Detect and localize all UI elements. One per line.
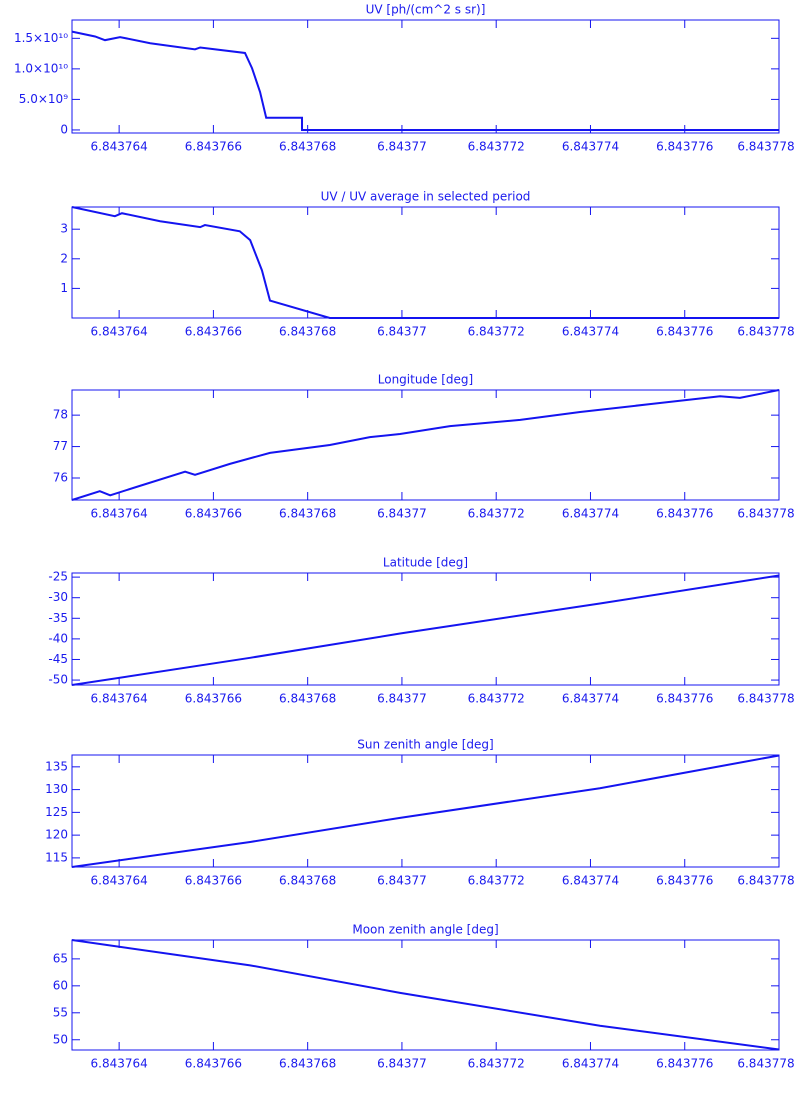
panel-title: Latitude [deg] xyxy=(383,556,468,570)
x-tick-label: 6.843766 xyxy=(185,1057,242,1071)
x-tick-label: 6.843778 xyxy=(737,507,794,521)
y-tick-label: 120 xyxy=(45,828,68,842)
x-tick-label: 6.84377 xyxy=(377,507,427,521)
x-tick-label: 6.84377 xyxy=(377,874,427,888)
y-tick-label: -25 xyxy=(48,570,68,584)
x-tick-label: 6.843772 xyxy=(468,325,525,339)
y-tick-label: 76 xyxy=(53,471,68,485)
y-tick-label: 60 xyxy=(53,978,68,992)
plot-frame xyxy=(71,389,780,501)
x-tick-label: 6.84377 xyxy=(377,1057,427,1071)
x-tick-label: 6.843774 xyxy=(562,874,619,888)
data-line xyxy=(71,30,779,131)
x-tick-label: 6.843776 xyxy=(656,874,713,888)
panel-title: Longitude [deg] xyxy=(378,373,473,387)
x-tick-label: 6.843768 xyxy=(279,692,336,706)
x-tick-label: 6.843778 xyxy=(737,1057,794,1071)
data-line xyxy=(71,206,779,319)
data-line xyxy=(71,574,780,686)
x-tick-label: 6.843768 xyxy=(279,507,336,521)
x-tick-label: 6.843764 xyxy=(91,692,148,706)
x-tick-label: 6.843768 xyxy=(279,1057,336,1071)
data-line xyxy=(71,754,780,868)
x-tick-label: 6.843778 xyxy=(737,325,794,339)
y-tick-label: -50 xyxy=(48,673,68,687)
x-tick-label: 6.843778 xyxy=(737,874,794,888)
plot-frame xyxy=(71,572,780,686)
y-tick-label: 3 xyxy=(60,222,68,236)
x-tick-label: 6.843774 xyxy=(562,140,619,154)
x-tick-label: 6.843768 xyxy=(279,325,336,339)
y-tick-label: 78 xyxy=(53,408,68,422)
x-tick-label: 6.843776 xyxy=(656,692,713,706)
x-tick-label: 6.843776 xyxy=(656,1057,713,1071)
y-tick-label: 5.0×10⁹ xyxy=(19,92,68,106)
x-tick-label: 6.843764 xyxy=(91,1057,148,1071)
panel-title: UV [ph/(cm^2 s sr)] xyxy=(366,3,486,17)
y-tick-label: 135 xyxy=(45,759,68,773)
y-tick-label: 55 xyxy=(53,1005,68,1019)
panel-title: Sun zenith angle [deg] xyxy=(357,738,493,752)
x-tick-label: 6.843774 xyxy=(562,325,619,339)
x-tick-label: 6.843764 xyxy=(91,140,148,154)
x-tick-label: 6.843768 xyxy=(279,874,336,888)
x-tick-label: 6.843774 xyxy=(562,1057,619,1071)
y-tick-label: 1 xyxy=(60,281,68,295)
y-tick-label: 0 xyxy=(60,122,68,136)
panel-title: UV / UV average in selected period xyxy=(321,190,531,204)
x-tick-label: 6.843772 xyxy=(468,507,525,521)
x-tick-label: 6.843766 xyxy=(185,507,242,521)
x-tick-label: 6.843774 xyxy=(562,692,619,706)
y-tick-label: 77 xyxy=(53,439,68,453)
data-line xyxy=(71,389,780,501)
plot-frame xyxy=(71,19,780,134)
x-tick-label: 6.843776 xyxy=(656,140,713,154)
x-tick-label: 6.843772 xyxy=(468,1057,525,1071)
x-tick-label: 6.84377 xyxy=(377,140,427,154)
y-tick-label: 125 xyxy=(45,805,68,819)
y-tick-label: 1.0×10¹⁰ xyxy=(14,61,68,75)
x-tick-label: 6.843772 xyxy=(468,874,525,888)
x-tick-label: 6.843774 xyxy=(562,507,619,521)
y-tick-label: 65 xyxy=(53,951,68,965)
x-tick-label: 6.843778 xyxy=(737,140,794,154)
y-tick-label: -45 xyxy=(48,652,68,666)
y-tick-label: 2 xyxy=(60,251,68,265)
data-line xyxy=(71,939,780,1051)
x-tick-label: 6.843772 xyxy=(468,140,525,154)
y-tick-label: 130 xyxy=(45,782,68,796)
plot-frame xyxy=(71,939,780,1051)
x-tick-label: 6.84377 xyxy=(377,692,427,706)
x-tick-label: 6.843766 xyxy=(185,874,242,888)
y-tick-label: 50 xyxy=(53,1032,68,1046)
x-tick-label: 6.843776 xyxy=(656,507,713,521)
panel-title: Moon zenith angle [deg] xyxy=(352,923,498,937)
x-tick-label: 6.843768 xyxy=(279,140,336,154)
plot-frame xyxy=(71,754,780,868)
x-tick-label: 6.84377 xyxy=(377,325,427,339)
x-tick-label: 6.843766 xyxy=(185,140,242,154)
x-tick-label: 6.843764 xyxy=(91,874,148,888)
y-tick-label: 1.5×10¹⁰ xyxy=(14,31,68,45)
x-tick-label: 6.843778 xyxy=(737,692,794,706)
x-tick-label: 6.843766 xyxy=(185,325,242,339)
x-tick-label: 6.843772 xyxy=(468,692,525,706)
x-tick-label: 6.843764 xyxy=(91,507,148,521)
y-tick-label: -30 xyxy=(48,590,68,604)
y-tick-label: -35 xyxy=(48,611,68,625)
x-tick-label: 6.843766 xyxy=(185,692,242,706)
x-tick-label: 6.843776 xyxy=(656,325,713,339)
x-tick-label: 6.843764 xyxy=(91,325,148,339)
y-tick-label: -40 xyxy=(48,631,68,645)
y-tick-label: 115 xyxy=(45,850,68,864)
